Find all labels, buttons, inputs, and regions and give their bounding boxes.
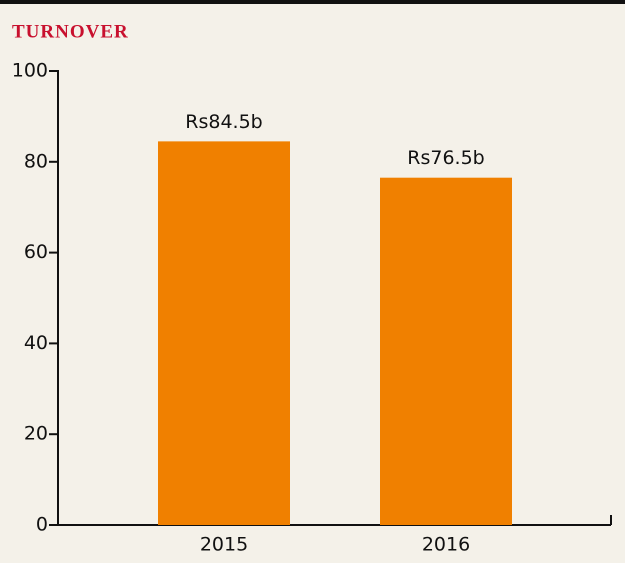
chart-title: TURNOVER xyxy=(12,21,129,42)
y-tick-label: 40 xyxy=(24,332,48,354)
bar xyxy=(158,141,290,525)
y-tick-label: 60 xyxy=(24,241,48,263)
y-tick-label: 80 xyxy=(24,150,48,172)
y-tick-label: 100 xyxy=(12,60,48,82)
bar xyxy=(380,177,512,525)
x-tick-label: 2016 xyxy=(422,534,470,556)
y-tick-label: 20 xyxy=(24,423,48,445)
value-label: Rs84.5b xyxy=(185,111,262,133)
value-label: Rs76.5b xyxy=(407,147,484,169)
top-rule xyxy=(0,0,625,4)
y-tick-label: 0 xyxy=(36,514,48,536)
x-tick-label: 2015 xyxy=(200,534,248,556)
